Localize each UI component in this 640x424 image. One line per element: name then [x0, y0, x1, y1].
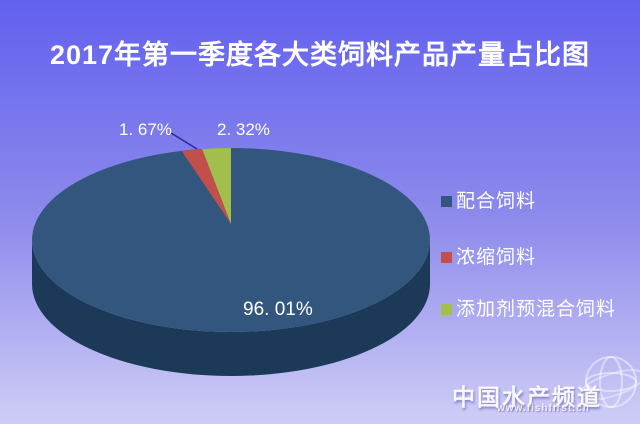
- legend-swatch-concentrate: [441, 252, 452, 263]
- legend-swatch-compound: [441, 196, 452, 207]
- leader-line-1-67: [170, 132, 198, 150]
- legend-item-premix: 添加剂预混合饲料: [441, 299, 616, 321]
- pie-slice-2: [202, 148, 231, 224]
- slice-label-premix: 2. 32%: [217, 120, 270, 139]
- chart-title: 2017年第一季度各大类饲料产品产量占比图: [49, 40, 591, 70]
- legend-label-concentrate: 浓缩饲料: [456, 247, 537, 268]
- pie-slice-0: [32, 148, 430, 332]
- globe-icon: [578, 356, 640, 408]
- slice-label-concentrate: 1. 67%: [119, 120, 172, 139]
- legend-item-compound: 配合饲料: [441, 191, 536, 213]
- legend-label-premix: 添加剂预混合饲料: [456, 299, 617, 320]
- slice-label-compound: 96. 01%: [243, 299, 313, 320]
- legend-item-concentrate: 浓缩饲料: [441, 247, 536, 269]
- watermark-brand: 中国水产频道: [452, 384, 602, 410]
- pie-side: [32, 240, 430, 376]
- pie-slice-1: [181, 149, 231, 224]
- legend-label-compound: 配合饲料: [456, 191, 537, 212]
- legend-swatch-premix: [441, 304, 452, 315]
- watermark-url: www.fishfirst.cn: [497, 403, 590, 414]
